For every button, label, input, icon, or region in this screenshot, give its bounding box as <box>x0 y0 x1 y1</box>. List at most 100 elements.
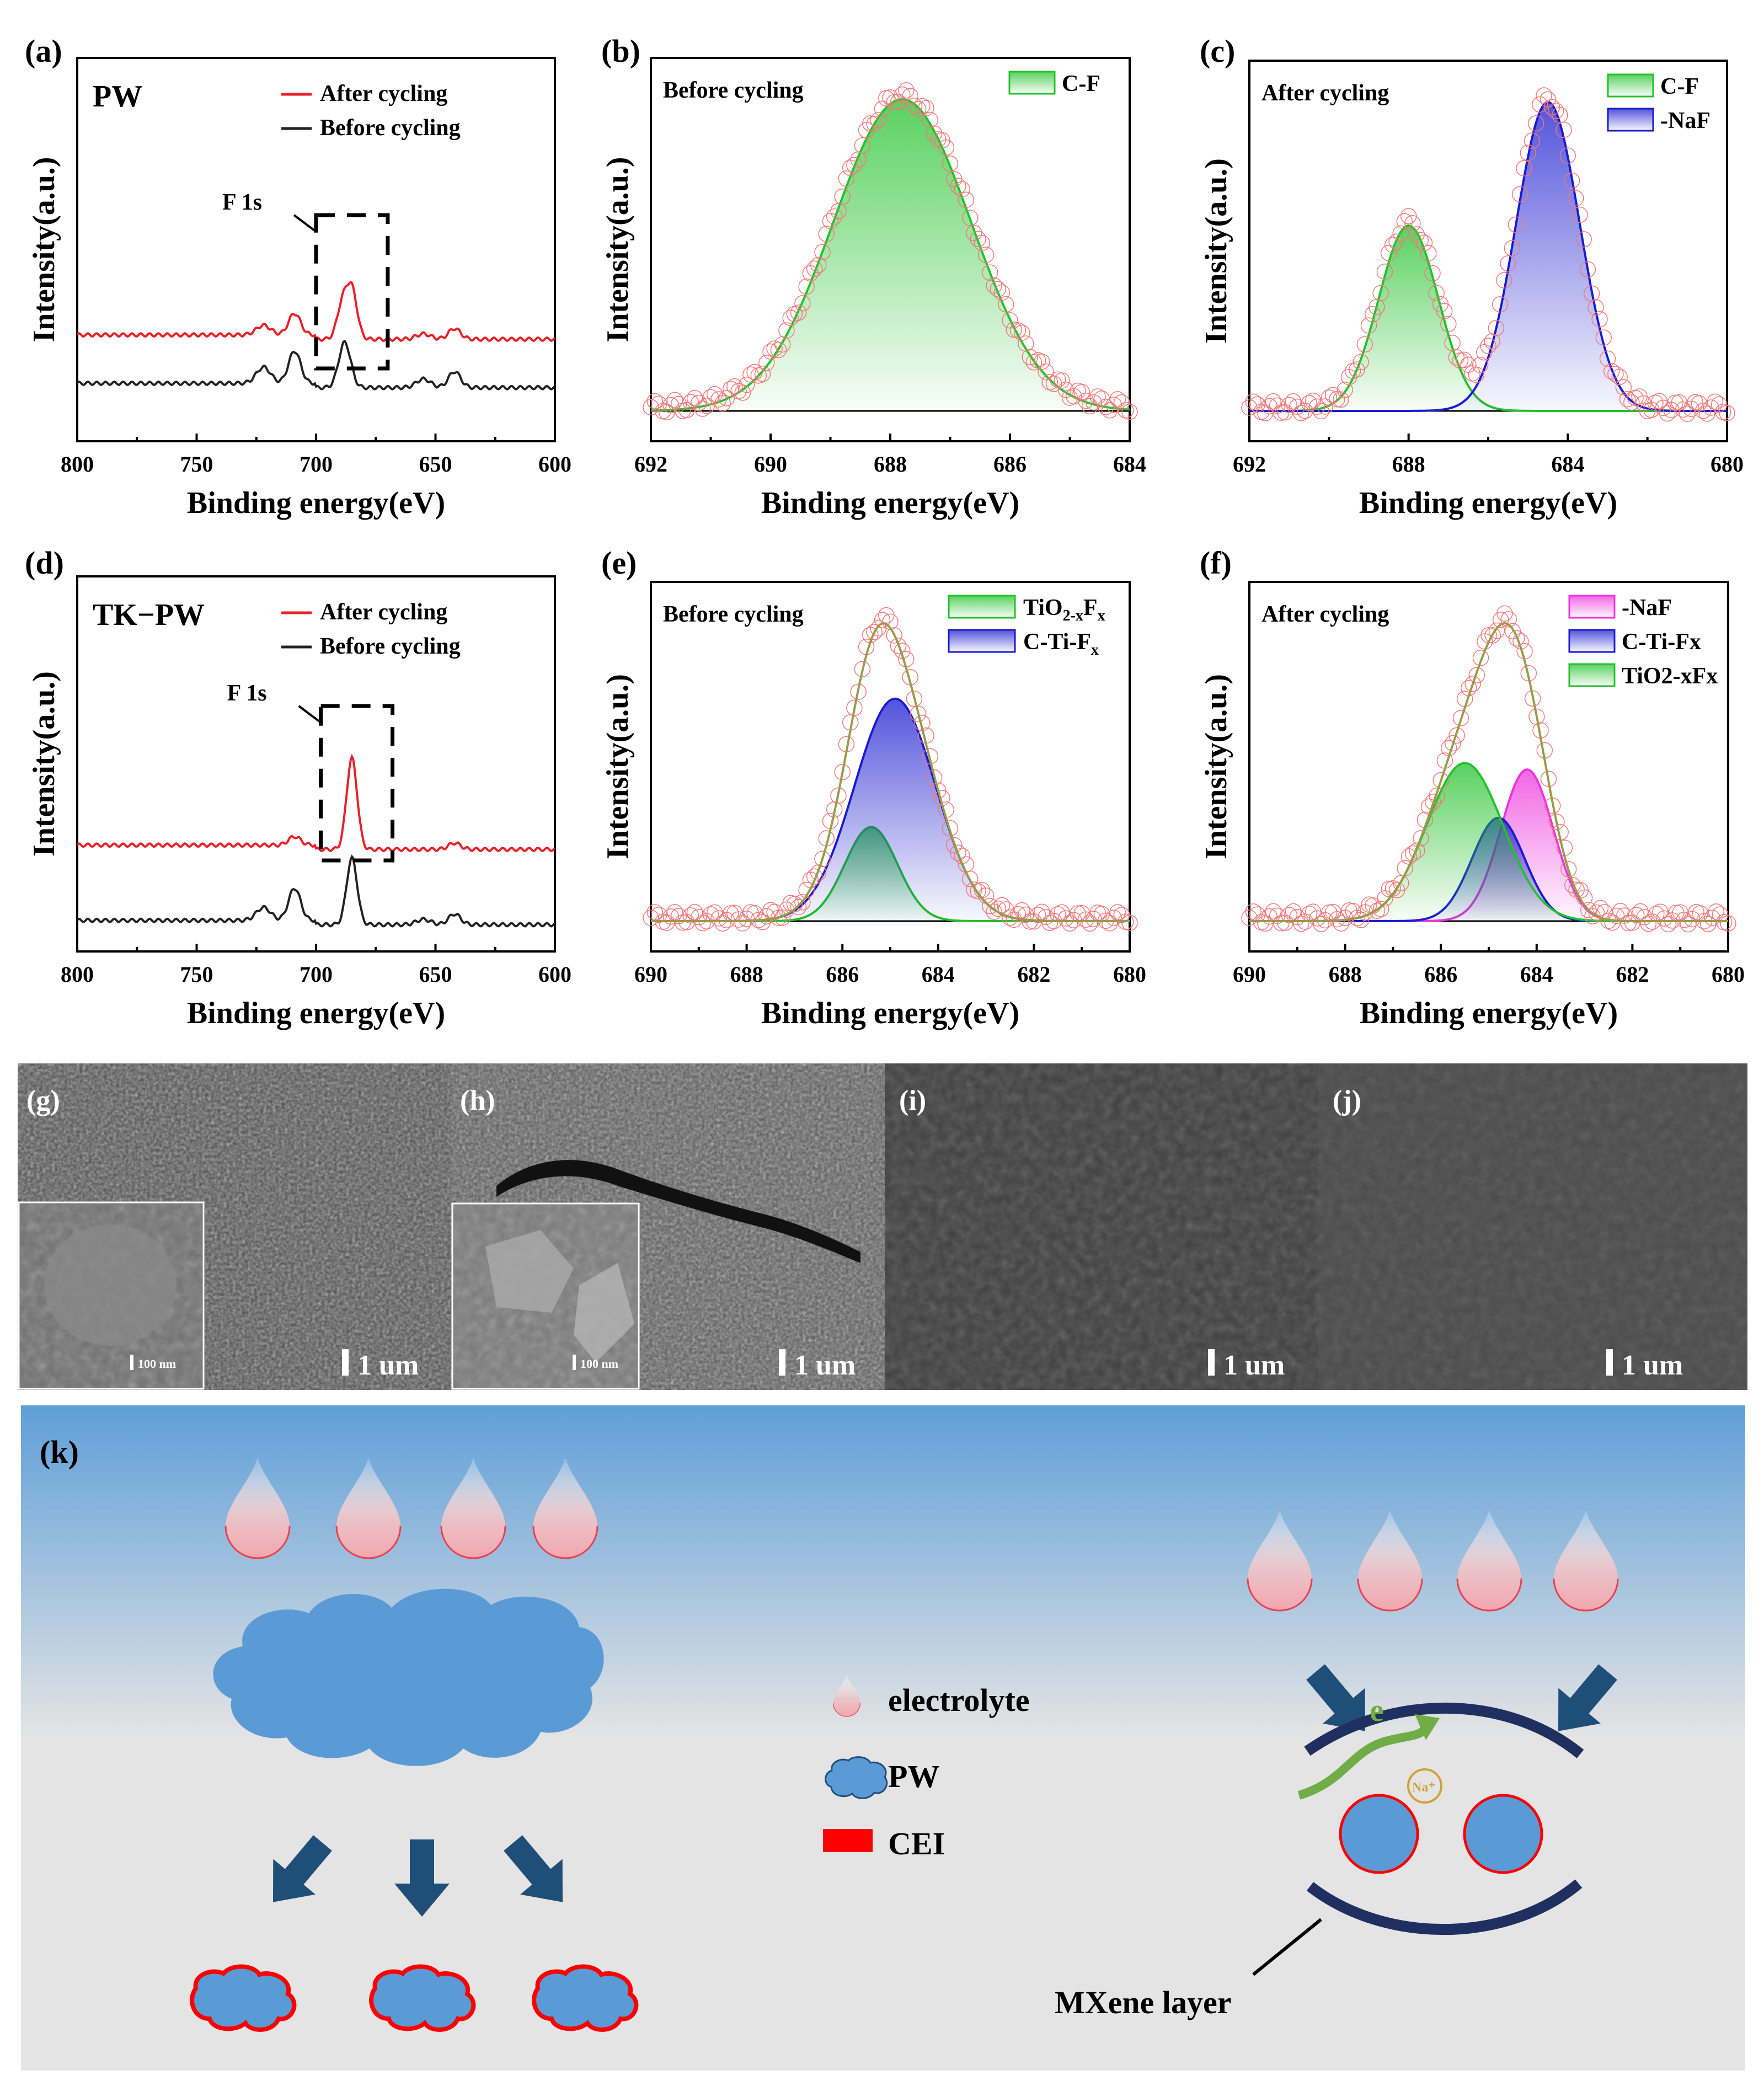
data-point-c-20 <box>1321 389 1338 406</box>
data-point-c-33 <box>1372 285 1389 302</box>
data-point-f-27 <box>1349 910 1366 927</box>
x-tick-label-b-3: 686 <box>993 452 1027 477</box>
data-point-c-91 <box>1603 363 1620 379</box>
sem-inset-scale-h: 100 nm <box>580 1357 618 1371</box>
data-point-c-45 <box>1420 245 1437 261</box>
data-point-e-98 <box>1034 903 1050 920</box>
sem-inset-scale-g: 100 nm <box>138 1357 176 1371</box>
data-point-e-10 <box>682 907 699 924</box>
data-point-c-10 <box>1281 397 1297 413</box>
data-point-e-72 <box>930 782 947 799</box>
data-point-f-117 <box>1708 903 1725 920</box>
raw-data-c <box>1241 87 1735 422</box>
sem-panel-g: (g) 1 um 100 nm <box>18 1063 451 1390</box>
x-tick-label-a-2: 700 <box>300 452 333 477</box>
data-point-b-30 <box>762 343 779 360</box>
data-point-e-42 <box>810 864 827 881</box>
data-point-f-9 <box>1277 914 1293 931</box>
legend-swatch-f-1 <box>1568 629 1616 653</box>
data-point-e-29 <box>758 908 775 924</box>
data-point-b-109 <box>1077 392 1094 409</box>
data-point-c-85 <box>1579 261 1596 278</box>
data-point-e-36 <box>786 896 803 912</box>
data-point-e-103 <box>1054 904 1070 921</box>
x-tick-label-f-4: 682 <box>1616 962 1649 987</box>
data-point-c-29 <box>1356 336 1373 353</box>
data-point-e-23 <box>734 915 751 932</box>
f1s-annotation-d: F 1s <box>227 681 267 706</box>
data-point-f-110 <box>1680 916 1697 933</box>
x-tick-label-e-5: 680 <box>1113 962 1146 987</box>
data-point-c-37 <box>1388 233 1405 250</box>
data-point-b-39 <box>798 278 815 295</box>
legend-pw: PW <box>888 1758 939 1794</box>
data-point-b-96 <box>1025 354 1043 371</box>
data-point-c-58 <box>1472 356 1489 373</box>
data-point-e-38 <box>794 894 811 911</box>
data-point-c-27 <box>1349 361 1365 378</box>
data-point-c-21 <box>1324 387 1341 403</box>
data-point-e-16 <box>706 904 723 921</box>
data-point-f-109 <box>1676 912 1693 928</box>
data-point-b-24 <box>738 376 755 393</box>
data-point-c-64 <box>1496 272 1512 288</box>
data-point-f-57 <box>1468 667 1485 683</box>
x-tick-label-e-1: 688 <box>730 962 763 987</box>
data-point-b-118 <box>1113 394 1130 411</box>
data-point-b-94 <box>1018 335 1034 352</box>
legend-label-f-2: TiO2-xFx <box>1622 664 1718 689</box>
data-point-e-52 <box>850 683 867 700</box>
legend-electrolyte: electrolyte <box>888 1682 1030 1718</box>
data-point-c-12 <box>1289 398 1306 415</box>
data-point-c-31 <box>1364 306 1381 323</box>
data-point-e-90 <box>1002 909 1018 926</box>
data-point-c-89 <box>1595 329 1612 346</box>
data-point-c-34 <box>1376 263 1393 280</box>
data-point-e-43 <box>814 851 831 868</box>
data-point-c-24 <box>1337 382 1353 398</box>
x-tick-label-e-3: 684 <box>922 962 955 987</box>
data-point-c-61 <box>1484 333 1500 350</box>
data-point-e-116 <box>1105 910 1122 926</box>
data-point-c-46 <box>1424 265 1441 282</box>
legend-cei: CEI <box>888 1826 945 1862</box>
data-point-e-62 <box>890 638 907 654</box>
data-point-f-1 <box>1245 903 1261 920</box>
data-point-b-63 <box>894 86 911 103</box>
data-point-e-17 <box>710 910 727 927</box>
data-point-b-37 <box>790 304 807 321</box>
x-tick-label-a-4: 600 <box>538 452 571 477</box>
data-point-b-75 <box>942 155 959 172</box>
data-point-f-81 <box>1564 877 1581 894</box>
legend-swatch-e-1 <box>948 629 1016 653</box>
data-point-e-87 <box>990 900 1007 917</box>
data-point-b-112 <box>1089 388 1106 405</box>
x-tick-label-d-4: 600 <box>538 962 571 987</box>
cei-coated-pw <box>190 1964 639 2032</box>
data-point-b-88 <box>993 284 1011 301</box>
data-point-b-65 <box>902 88 918 104</box>
data-point-b-6 <box>666 392 683 409</box>
data-point-b-34 <box>778 322 795 339</box>
data-point-b-23 <box>734 384 751 401</box>
data-point-c-88 <box>1591 311 1608 328</box>
data-point-f-48 <box>1432 772 1449 789</box>
schematic-label: (k) <box>40 1434 79 1470</box>
data-point-b-44 <box>818 226 835 242</box>
f1s-pointer-a <box>293 214 317 233</box>
legend-swatch-f-0 <box>1568 595 1616 619</box>
data-point-b-108 <box>1073 384 1090 400</box>
data-point-b-66 <box>906 98 923 114</box>
axes-frame-d <box>76 575 556 953</box>
data-point-b-78 <box>954 181 970 197</box>
data-point-f-80 <box>1560 860 1577 878</box>
data-point-b-25 <box>742 366 759 383</box>
x-axis-label-e: Binding energy(eV) <box>761 996 1019 1030</box>
data-point-f-116 <box>1704 910 1720 926</box>
data-point-b-89 <box>998 296 1014 313</box>
legend-swatch-f-2 <box>1568 663 1616 687</box>
data-point-c-14 <box>1297 403 1313 419</box>
data-point-e-61 <box>886 627 902 644</box>
pw-particles-right <box>1339 1794 1543 1874</box>
